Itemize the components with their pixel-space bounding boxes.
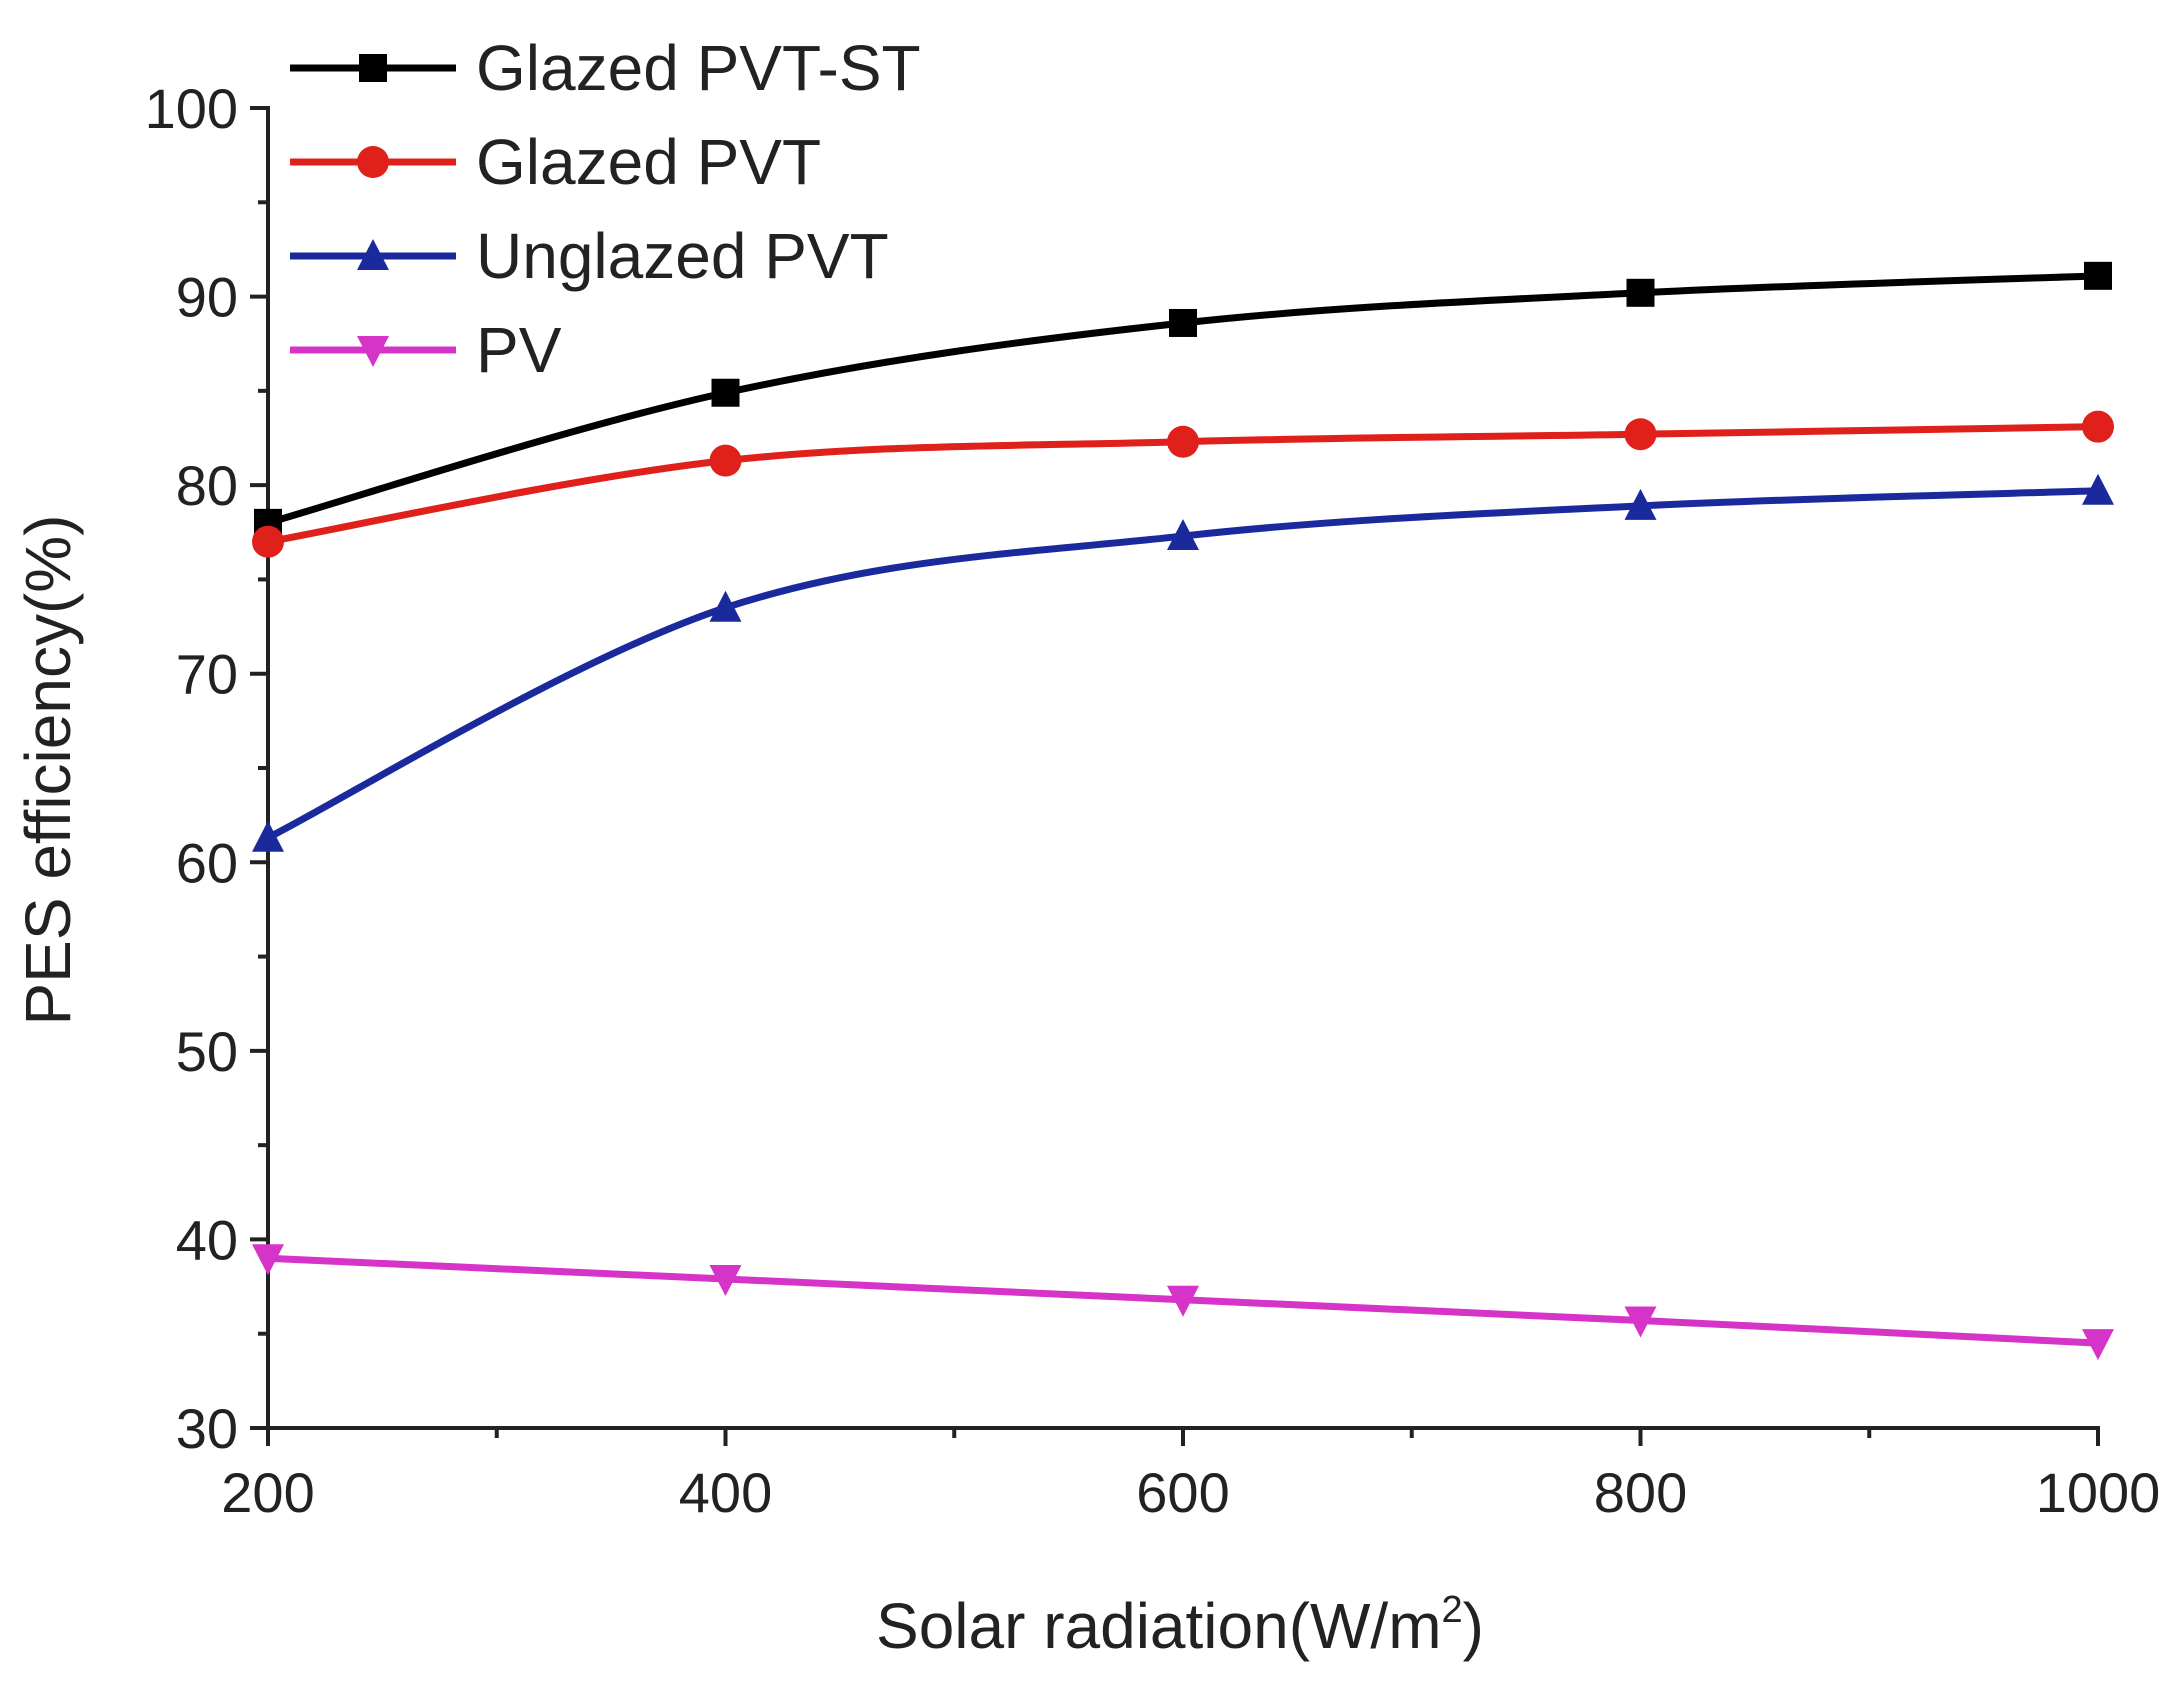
data-point-pv [1167, 1285, 1199, 1317]
legend-label: PV [476, 314, 562, 386]
y-axis-title: PES efficiency(%) [12, 515, 84, 1026]
y-tick-label: 100 [145, 77, 238, 140]
legend-item-pv: PV [290, 314, 562, 386]
data-point-glazed-pvt [709, 444, 742, 477]
series-unglazed-pvt [252, 473, 2114, 852]
legend-label: Glazed PVT-ST [476, 32, 921, 104]
x-axis-title-main: Solar radiation(W/m [876, 1590, 1442, 1662]
legend-item-glazed-pvt: Glazed PVT [290, 126, 821, 198]
data-point-glazed-pvt [1167, 425, 1199, 458]
x-tick-label: 400 [679, 1461, 772, 1524]
legend-swatch-marker [357, 336, 389, 367]
series-glazed-pvt [252, 410, 2114, 558]
series-pv [252, 1244, 2114, 1361]
data-point-glazed-pvt [252, 525, 284, 558]
data-point-glazed-pvt-st [1169, 308, 1197, 337]
x-tick-label: 800 [1594, 1461, 1687, 1524]
x-axis-title: Solar radiation(W/m2) [876, 1589, 1484, 1662]
data-point-glazed-pvt-st [2084, 261, 2112, 290]
data-point-pv [252, 1244, 284, 1276]
data-point-glazed-pvt [1624, 418, 1657, 451]
x-axis-title-superscript: 2 [1442, 1589, 1463, 1631]
data-point-glazed-pvt-st [711, 378, 740, 407]
y-tick-label: 30 [176, 1397, 238, 1460]
legend: Glazed PVT-ST Glazed PVT Unglazed PVT PV [290, 32, 921, 386]
y-tick-label: 50 [176, 1020, 238, 1083]
x-tick-label: 1000 [2036, 1461, 2161, 1524]
legend-item-glazed-pvt-st: Glazed PVT-ST [290, 32, 921, 104]
axes: 30 40 50 60 70 80 90 100 200 400 600 800 1000 [145, 77, 2161, 1524]
y-tick-label: 90 [176, 266, 238, 329]
legend-swatch-marker [357, 146, 389, 178]
x-axis-title-suffix: ) [1463, 1590, 1484, 1662]
data-point-pv [1624, 1306, 1657, 1338]
data-point-unglazed-pvt [252, 820, 284, 852]
legend-item-unglazed-pvt: Unglazed PVT [290, 220, 889, 292]
data-point-pv [2082, 1329, 2114, 1361]
data-point-unglazed-pvt [1167, 519, 1199, 551]
legend-label: Glazed PVT [476, 126, 821, 198]
y-tick-label: 40 [176, 1208, 238, 1271]
y-tick-label: 70 [176, 643, 238, 706]
x-tick-label: 600 [1136, 1461, 1229, 1524]
y-tick-label: 80 [176, 454, 238, 517]
data-point-glazed-pvt [2082, 410, 2114, 443]
x-tick-label: 200 [221, 1461, 314, 1524]
legend-label: Unglazed PVT [476, 220, 889, 292]
data-point-unglazed-pvt [1624, 488, 1657, 520]
data-point-unglazed-pvt [709, 590, 742, 622]
series-layer [252, 261, 2114, 1361]
data-point-pv [709, 1265, 742, 1297]
data-point-glazed-pvt-st [1626, 278, 1655, 307]
data-point-unglazed-pvt [2082, 473, 2114, 505]
y-tick-label: 60 [176, 831, 238, 894]
legend-swatch-marker [357, 239, 389, 270]
legend-swatch-marker [359, 54, 387, 82]
